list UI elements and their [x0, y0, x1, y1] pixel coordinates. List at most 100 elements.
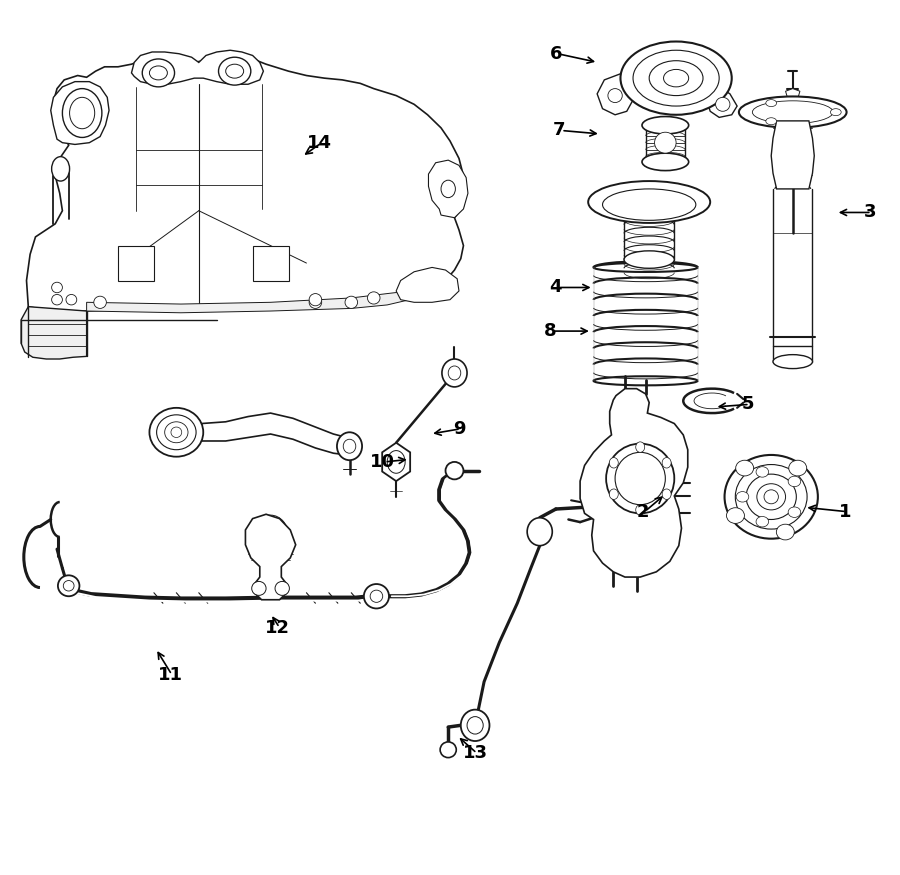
Ellipse shape	[620, 41, 732, 115]
Ellipse shape	[275, 581, 290, 595]
Text: 8: 8	[544, 322, 557, 340]
Ellipse shape	[635, 442, 644, 452]
Polygon shape	[580, 388, 688, 577]
Ellipse shape	[309, 294, 321, 305]
Ellipse shape	[724, 455, 818, 539]
Polygon shape	[26, 53, 466, 311]
Text: 11: 11	[158, 666, 183, 683]
Text: 7: 7	[554, 122, 566, 139]
Ellipse shape	[654, 132, 676, 153]
Text: 2: 2	[636, 502, 649, 521]
Ellipse shape	[171, 427, 182, 438]
Ellipse shape	[726, 507, 744, 523]
Text: 1: 1	[839, 502, 851, 521]
Text: 6: 6	[550, 45, 562, 63]
Ellipse shape	[788, 507, 801, 517]
Ellipse shape	[777, 524, 795, 540]
Ellipse shape	[226, 64, 244, 78]
Ellipse shape	[615, 452, 665, 505]
Ellipse shape	[735, 465, 807, 529]
Ellipse shape	[764, 490, 778, 504]
Ellipse shape	[606, 444, 674, 514]
Ellipse shape	[149, 66, 167, 80]
Polygon shape	[786, 88, 800, 97]
Ellipse shape	[609, 489, 618, 500]
Polygon shape	[21, 306, 86, 359]
Polygon shape	[253, 246, 289, 281]
Polygon shape	[131, 50, 264, 84]
Ellipse shape	[364, 584, 389, 608]
Ellipse shape	[527, 518, 553, 546]
Ellipse shape	[642, 153, 688, 171]
Ellipse shape	[746, 474, 796, 520]
Ellipse shape	[440, 742, 456, 758]
Ellipse shape	[219, 57, 251, 85]
Ellipse shape	[165, 422, 188, 443]
Polygon shape	[597, 74, 633, 115]
Text: 13: 13	[463, 745, 488, 762]
Ellipse shape	[609, 458, 618, 468]
Ellipse shape	[69, 97, 94, 129]
Ellipse shape	[387, 451, 405, 473]
Ellipse shape	[662, 489, 671, 500]
Ellipse shape	[831, 108, 842, 116]
Ellipse shape	[788, 476, 801, 487]
Polygon shape	[246, 514, 296, 599]
Ellipse shape	[367, 292, 380, 304]
Ellipse shape	[442, 359, 467, 387]
Ellipse shape	[461, 710, 490, 741]
Text: 12: 12	[266, 619, 290, 637]
Polygon shape	[428, 160, 468, 218]
Ellipse shape	[716, 97, 730, 111]
Ellipse shape	[773, 354, 813, 368]
Text: 4: 4	[550, 278, 562, 297]
Text: 9: 9	[453, 420, 465, 438]
Ellipse shape	[343, 439, 356, 453]
Ellipse shape	[370, 590, 382, 602]
Polygon shape	[202, 413, 346, 455]
Ellipse shape	[608, 88, 622, 102]
Ellipse shape	[624, 251, 674, 269]
Ellipse shape	[149, 408, 203, 457]
Polygon shape	[382, 443, 410, 481]
Ellipse shape	[756, 466, 769, 477]
Ellipse shape	[649, 60, 703, 95]
Ellipse shape	[752, 101, 833, 123]
Ellipse shape	[157, 415, 196, 450]
Ellipse shape	[589, 181, 710, 223]
Ellipse shape	[58, 575, 79, 596]
Polygon shape	[706, 87, 737, 117]
Ellipse shape	[736, 492, 749, 502]
Ellipse shape	[662, 458, 671, 468]
Ellipse shape	[766, 100, 777, 107]
Ellipse shape	[94, 297, 106, 308]
Ellipse shape	[756, 516, 769, 527]
Text: 10: 10	[370, 453, 395, 471]
Text: 5: 5	[742, 396, 754, 413]
Polygon shape	[118, 246, 154, 281]
Ellipse shape	[602, 189, 696, 220]
Ellipse shape	[448, 366, 461, 380]
Ellipse shape	[252, 581, 266, 595]
Ellipse shape	[467, 717, 483, 734]
Ellipse shape	[63, 580, 74, 591]
Ellipse shape	[663, 69, 688, 87]
Ellipse shape	[62, 88, 102, 137]
Ellipse shape	[633, 50, 719, 106]
Ellipse shape	[51, 295, 62, 304]
Polygon shape	[86, 291, 410, 312]
Ellipse shape	[51, 157, 69, 181]
Ellipse shape	[739, 96, 847, 128]
Polygon shape	[50, 81, 109, 144]
Text: 14: 14	[308, 134, 332, 151]
Ellipse shape	[337, 432, 362, 460]
Ellipse shape	[642, 116, 688, 134]
Polygon shape	[396, 268, 459, 302]
Ellipse shape	[345, 297, 357, 308]
Ellipse shape	[635, 505, 644, 515]
Polygon shape	[771, 121, 814, 189]
Ellipse shape	[735, 460, 753, 476]
Ellipse shape	[446, 462, 464, 480]
Ellipse shape	[788, 460, 806, 476]
Ellipse shape	[66, 295, 77, 304]
